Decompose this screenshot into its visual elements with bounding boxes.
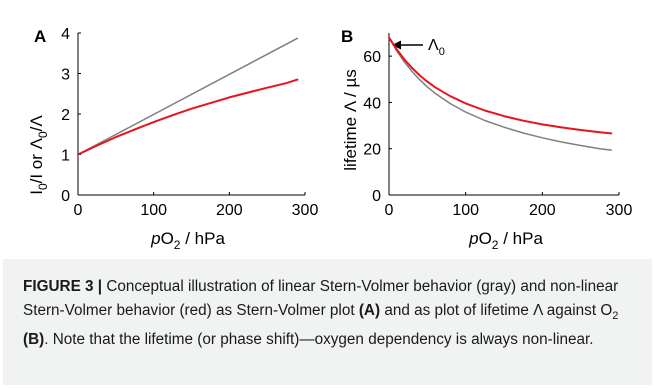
panel-b-linear-series-line: [388, 36, 613, 151]
panel-a-nonlinear-series-line: [77, 78, 299, 156]
panel-a-y-tick-label: 4: [61, 26, 70, 43]
panel-b-x-tick-label: 0: [385, 202, 394, 219]
figure: A I0/I or Λ0/Λ pO2 / hPa 0 100 200 30001234…: [27, 26, 632, 252]
panel-b-label: B: [341, 27, 353, 46]
panel-b-x-tick-label: 100: [452, 202, 479, 219]
panel-a-x-tick-label: 300: [292, 202, 319, 219]
panel-b-y-tick-label: 60: [363, 49, 381, 66]
panel-a: A I0/I or Λ0/Λ pO2 / hPa 0 100 200 300 0 1 2 3 4: [27, 26, 318, 252]
panel-a-label: A: [34, 27, 46, 46]
caption-ref-a: (A): [358, 302, 381, 319]
caption-lead: FIGURE 3 |: [23, 278, 103, 295]
annotation-arrowhead: [392, 40, 401, 50]
panel-b-nonlinear-series-line: [388, 36, 613, 135]
caption-text-1: Conceptual illustration of linear Stern-…: [23, 278, 619, 319]
caption-ref-b: (B): [23, 331, 45, 349]
caption-text-4: . Note that the lifetime (or phase shift…: [44, 331, 594, 349]
panel-b-xlabel: pO2 / hPa: [468, 229, 543, 252]
figure-caption: FIGURE 3 | Conceptual illustration of li…: [3, 259, 652, 385]
panel-a-x-tick-label: 0: [74, 202, 83, 219]
caption-sub-2: 2: [612, 310, 619, 323]
panel-b-y-tick-label: 0: [372, 188, 381, 205]
panel-a-xlabel: pO2 / hPa: [150, 229, 225, 252]
panel-b-x-tick-label: 300: [606, 202, 633, 219]
panel-a-x-tick-label: 100: [140, 202, 167, 219]
lambda0-annotation: Λ0: [392, 37, 445, 58]
panel-b-x-tick-label: 200: [529, 202, 556, 219]
panel-b: B lifetime Λ / µs pO2 / hPa Λ0 0 100 200 30…: [341, 27, 632, 252]
panel-a-x-tick-label: 200: [216, 202, 243, 219]
panel-a-y-tick-label: 0: [61, 188, 70, 205]
caption-text-2: and as plot of lifetime Λ against O: [380, 302, 613, 319]
panel-b-ylabel: lifetime Λ / µs: [341, 69, 360, 170]
panel-b-y-tick-label: 40: [363, 95, 381, 112]
panel-a-y-tick-label: 3: [61, 67, 70, 84]
annotation-label: Λ0: [428, 37, 445, 58]
panel-a-ylabel: I0/I or Λ0/Λ: [27, 115, 50, 195]
panel-b-y-tick-label: 20: [363, 142, 381, 159]
panel-a-linear-series-line: [77, 37, 299, 156]
panel-a-y-tick-label: 2: [61, 107, 70, 124]
panel-a-y-tick-label: 1: [61, 148, 70, 165]
